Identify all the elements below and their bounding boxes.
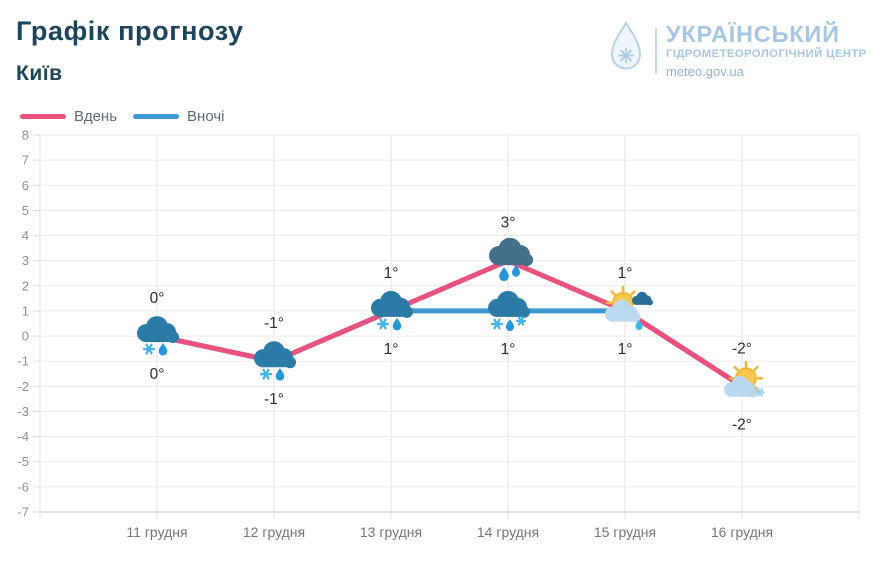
night-temp-label: 1°	[618, 341, 633, 358]
y-tick-label: -3	[17, 404, 29, 419]
y-tick-label: -6	[17, 479, 29, 494]
city-name: Київ	[16, 62, 63, 85]
y-tick-label: 6	[22, 178, 29, 193]
night-line-swatch	[133, 114, 180, 119]
cloud-snow-rain-mix-icon	[488, 290, 530, 331]
y-tick-label: 7	[22, 153, 29, 168]
day-temp-label: 1°	[618, 265, 633, 282]
x-tick-label: 12 грудня	[243, 524, 305, 540]
day-line-swatch	[20, 114, 66, 119]
day-temp-label: 3°	[501, 215, 516, 232]
org-name-line1: УКРАЇНСЬКИЙ	[666, 20, 840, 47]
y-tick-label: -5	[17, 454, 29, 469]
logo-text: УКРАЇНСЬКИЙ ГІДРОМЕТЕОРОЛОГІЧНИЙ ЦЕНТР m…	[666, 20, 867, 80]
night-temp-label: -1°	[264, 391, 284, 408]
night-temp-label: 0°	[150, 366, 165, 383]
y-tick-label: 5	[22, 203, 29, 218]
day-temp-label: -1°	[264, 315, 284, 332]
sun-cloud-rain-icon	[605, 285, 653, 331]
org-logo: УКРАЇНСЬКИЙ ГІДРОМЕТЕОРОЛОГІЧНИЙ ЦЕНТР m…	[606, 20, 867, 81]
y-tick-label: -7	[17, 505, 29, 520]
org-name-line2: ГІДРОМЕТЕОРОЛОГІЧНИЙ ЦЕНТР	[666, 48, 867, 61]
cloud-rain-icon	[489, 237, 534, 282]
logo-divider	[655, 27, 657, 74]
cloud-snow-rain-icon	[254, 341, 296, 381]
org-site-link[interactable]: meteo.gov.ua	[666, 64, 744, 80]
y-tick-label: -4	[17, 429, 29, 444]
day-temp-label: 1°	[384, 265, 399, 282]
y-tick-label: 2	[22, 278, 29, 293]
day-temp-label: 0°	[150, 290, 165, 307]
x-tick-label: 14 грудня	[477, 524, 539, 540]
x-tick-label: 15 грудня	[594, 524, 656, 540]
day-temp-label: -2°	[732, 340, 752, 357]
x-tick-label: 11 грудня	[126, 524, 187, 540]
night-line	[154, 308, 745, 389]
cloud-snow-rain-icon	[371, 290, 413, 331]
legend-label-day: Вдень	[74, 108, 118, 125]
page-title: Графік прогнозу	[16, 16, 244, 46]
y-tick-label: -1	[17, 354, 29, 369]
sun-cloud-icon	[724, 361, 765, 398]
y-tick-label: 4	[22, 228, 29, 243]
day-line	[154, 258, 745, 389]
chart-legend: Вдень Вночі	[20, 108, 224, 125]
x-tick-label: 16 грудня	[711, 524, 773, 540]
night-temp-label: 1°	[384, 341, 399, 358]
legend-label-night: Вночі	[187, 108, 225, 125]
cloud-snow-rain-icon	[137, 316, 179, 356]
x-tick-label: 13 грудня	[360, 524, 422, 540]
y-tick-label: 8	[22, 128, 29, 143]
night-temp-label: -2°	[732, 416, 752, 433]
night-temp-label: 1°	[501, 341, 516, 358]
y-tick-label: 1	[22, 303, 29, 318]
y-tick-label: -2	[17, 379, 29, 394]
legend-item-night: Вночі	[133, 108, 224, 125]
water-drop-snowflake-icon	[606, 20, 646, 81]
y-tick-label: 0	[22, 329, 29, 344]
legend-item-day: Вдень	[20, 108, 117, 125]
y-tick-label: 3	[22, 253, 29, 268]
